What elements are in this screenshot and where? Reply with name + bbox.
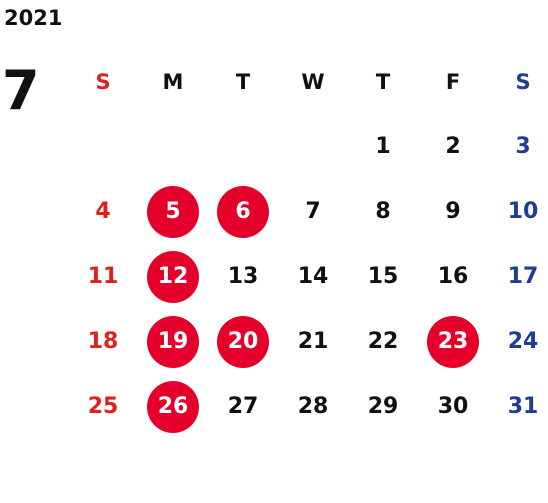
day-number: 11 [87, 264, 119, 289]
day-cell: 11 [68, 244, 138, 309]
day-number: 18 [87, 329, 119, 354]
day-number: 22 [367, 329, 399, 354]
holiday-day-cell: 20 [208, 309, 278, 374]
day-cell: 29 [348, 374, 418, 439]
day-number: 24 [507, 329, 539, 354]
day-number: 26 [147, 380, 199, 433]
day-number: 1 [375, 134, 391, 159]
day-number: 25 [87, 394, 119, 419]
day-number: 27 [227, 394, 259, 419]
day-cell: 13 [208, 244, 278, 309]
holiday-day-cell: 19 [138, 309, 208, 374]
day-cell: 3 [488, 114, 548, 179]
day-number: 12 [147, 250, 199, 303]
day-number: 8 [375, 199, 391, 224]
holiday-day-cell: 6 [208, 179, 278, 244]
calendar-grid: S M T W T F S 1 2 3 4 5 6 7 8 9 10 11 12… [68, 50, 548, 439]
day-cell: 10 [488, 179, 548, 244]
weekday-header-wednesday: W [301, 70, 325, 94]
holiday-day-cell: 23 [418, 309, 488, 374]
day-number: 6 [217, 185, 269, 238]
day-cell: 16 [418, 244, 488, 309]
day-number: 4 [95, 199, 111, 224]
day-number: 10 [507, 199, 539, 224]
day-number: 3 [515, 134, 531, 159]
day-number: 21 [297, 329, 329, 354]
day-cell: 30 [418, 374, 488, 439]
year-label: 2021 [4, 6, 63, 30]
day-number: 2 [445, 134, 461, 159]
day-cell: 28 [278, 374, 348, 439]
day-number: 31 [507, 394, 539, 419]
day-number [77, 121, 129, 173]
day-cell: 22 [348, 309, 418, 374]
day-cell: 8 [348, 179, 418, 244]
day-number: 17 [507, 264, 539, 289]
day-cell [278, 114, 348, 179]
day-cell [68, 114, 138, 179]
day-number: 28 [297, 394, 329, 419]
day-cell: 24 [488, 309, 548, 374]
weekday-header-sunday: S [95, 70, 111, 94]
day-number: 19 [147, 315, 199, 368]
day-cell: 27 [208, 374, 278, 439]
weekday-header-monday: M [162, 70, 184, 94]
day-number: 15 [367, 264, 399, 289]
day-number [147, 121, 199, 173]
day-cell: 14 [278, 244, 348, 309]
day-number: 29 [367, 394, 399, 419]
weekday-header-friday: F [445, 70, 461, 94]
day-number: 13 [227, 264, 259, 289]
day-cell [208, 114, 278, 179]
holiday-day-cell: 5 [138, 179, 208, 244]
weekday-header-tuesday: T [235, 70, 251, 94]
day-number: 23 [427, 315, 479, 368]
holiday-day-cell: 26 [138, 374, 208, 439]
day-cell: 21 [278, 309, 348, 374]
day-number: 9 [445, 199, 461, 224]
day-number: 5 [147, 185, 199, 238]
day-cell: 15 [348, 244, 418, 309]
day-number [217, 121, 269, 173]
day-cell: 31 [488, 374, 548, 439]
day-number: 7 [305, 199, 321, 224]
day-cell: 4 [68, 179, 138, 244]
weekday-header-saturday: S [515, 70, 531, 94]
day-cell: 25 [68, 374, 138, 439]
month-label: 7 [2, 59, 40, 122]
day-number: 14 [297, 264, 329, 289]
day-cell: 17 [488, 244, 548, 309]
day-cell: 1 [348, 114, 418, 179]
holiday-day-cell: 12 [138, 244, 208, 309]
day-number [287, 121, 339, 173]
day-number: 30 [437, 394, 469, 419]
day-cell: 2 [418, 114, 488, 179]
day-cell [138, 114, 208, 179]
day-cell: 9 [418, 179, 488, 244]
day-cell: 18 [68, 309, 138, 374]
weekday-header-thursday: T [375, 70, 391, 94]
day-cell: 7 [278, 179, 348, 244]
day-number: 20 [217, 315, 269, 368]
day-number: 16 [437, 264, 469, 289]
